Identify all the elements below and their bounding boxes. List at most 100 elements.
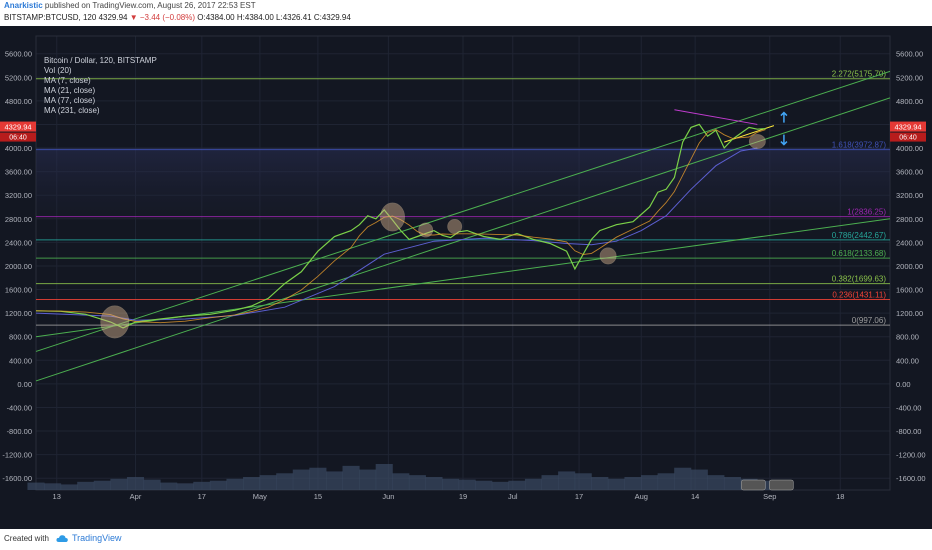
chart-area[interactable]: 2.272(5175.70) 1.618(3972.87) 1(2836.25) 0.… (0, 26, 932, 529)
volume-bar (209, 480, 227, 490)
y-tick-label-left: -1600.00 (2, 474, 32, 483)
y-tick-label-right: 5200.00 (896, 73, 923, 82)
event-flag-icon (741, 479, 766, 491)
fib-level-label: 0.786(2442.67) (832, 231, 887, 240)
volume-bar (591, 477, 609, 490)
volume-bar (408, 475, 426, 490)
price-tag-time: 06:40 (899, 135, 917, 142)
volume-bar (160, 482, 178, 490)
ohlc-high: H:4384.00 (236, 13, 274, 22)
x-tick-label: May (253, 492, 267, 501)
y-tick-label-left: 2000.00 (5, 262, 32, 271)
volume-bar (524, 478, 543, 490)
y-tick-label-left: 0.00 (17, 380, 32, 389)
volume-bar (541, 475, 559, 490)
legend-item[interactable]: MA (231, close) (44, 106, 100, 115)
highlight-circle (748, 134, 766, 149)
fib-zone-band (36, 148, 890, 217)
volume-bar (93, 480, 111, 490)
y-tick-label-right: 0.00 (896, 380, 911, 389)
price-tag-time: 06:40 (9, 135, 27, 142)
ma-short-line (35, 129, 766, 324)
ohlc-close: C:4329.94 (313, 13, 351, 22)
fib-level-label: 0(997.06) (852, 316, 887, 325)
volume-bar (723, 477, 742, 490)
price-tag-time-box (0, 132, 36, 142)
volume-bar (442, 478, 460, 490)
down-arrow-icon: ▼ (129, 13, 138, 22)
y-tick-label-right: 3200.00 (896, 191, 923, 200)
legend-item[interactable]: MA (77, close) (44, 96, 96, 105)
volume-bar (243, 477, 261, 490)
chart-header: Anarkistic published on TradingView.com,… (0, 0, 932, 26)
y-tick-label-right: -1200.00 (896, 451, 926, 460)
price-tag-value: 4329.94 (4, 123, 31, 132)
y-tick-label-left: 3200.00 (5, 191, 32, 200)
y-tick-label-right: 3600.00 (896, 168, 923, 177)
y-tick-label-left: -1200.00 (2, 451, 32, 460)
volume-bar (77, 481, 95, 490)
price-tag-box (0, 121, 36, 132)
y-tick-label-left: -800.00 (7, 427, 32, 436)
y-tick-label-right: 1200.00 (896, 309, 923, 318)
x-tick-label: Jun (382, 492, 394, 501)
volume-bar (641, 475, 659, 490)
legend-item[interactable]: MA (7, close) (44, 76, 91, 85)
ohlc-low: L:4326.41 (276, 13, 312, 22)
y-tick-label-right: 4800.00 (896, 97, 923, 106)
volume-bar (292, 469, 310, 490)
y-tick-label-right: 1600.00 (896, 286, 923, 295)
volume-bar (757, 480, 775, 490)
cloud-logo-icon (56, 535, 68, 542)
x-tick-label: Apr (130, 492, 142, 501)
volume-bar (491, 481, 509, 490)
fib-level-label: 0.236(1431.11) (832, 290, 886, 299)
volume-bar (674, 467, 692, 490)
chart-svg[interactable]: 2.272(5175.70) 1.618(3972.87) 1(2836.25) 0.… (0, 26, 932, 529)
volume-bar (657, 473, 675, 490)
fib-level-label: 1.618(3972.87) (832, 141, 887, 150)
up-arrow-icon (780, 111, 788, 123)
down-arrow-icon (780, 134, 788, 146)
x-tick-label: 15 (314, 492, 322, 501)
fib-level-label: 0.382(1699.63) (832, 275, 887, 284)
x-tick-label: 17 (575, 492, 583, 501)
x-tick-label: 18 (836, 492, 844, 501)
y-tick-label-left: 3600.00 (5, 168, 32, 177)
y-tick-label-left: 2400.00 (5, 238, 32, 247)
y-tick-label-left: 400.00 (9, 356, 32, 365)
volume-bar (458, 479, 476, 490)
y-tick-label-right: 2000.00 (896, 262, 923, 271)
volume-bar (574, 473, 592, 490)
volume-bar (690, 469, 708, 490)
publish-info: published on TradingView.com, August 26,… (44, 1, 256, 10)
fib-level-label: 0.618(2133.68) (832, 249, 887, 258)
y-tick-label-left: 4000.00 (5, 144, 32, 153)
y-tick-label-left: 800.00 (9, 333, 32, 342)
fib-level-label: 1(2836.25) (847, 208, 886, 217)
volume-bar (226, 478, 244, 490)
ma-line (35, 147, 758, 321)
legend-item[interactable]: MA (21, close) (44, 86, 96, 95)
volume-bar (325, 471, 344, 490)
volume-bar (276, 473, 294, 490)
price-tag-value: 4329.94 (894, 123, 921, 132)
tradingview-brand[interactable]: TradingView (72, 533, 122, 543)
chart-legend: Bitcoin / Dollar, 120, BITSTAMP Vol (20)… (44, 56, 157, 116)
volume-bar (44, 483, 62, 490)
y-tick-label-left: 5600.00 (5, 50, 32, 59)
volume-bar (176, 483, 194, 490)
volume-bar (193, 481, 211, 490)
volume-bar (707, 475, 725, 490)
x-tick-label: Sep (763, 492, 776, 501)
symbol-line: BITSTAMP:BTCUSD, 120 4329.94 ▼ −3.44 (−0… (4, 13, 351, 22)
author-link[interactable]: Anarkistic (4, 1, 43, 10)
y-tick-label-left: 4800.00 (5, 97, 32, 106)
y-tick-label-right: 4000.00 (896, 144, 923, 153)
price-tag-box (890, 121, 926, 132)
volume-bar (27, 482, 45, 490)
highlight-circle (380, 202, 405, 232)
event-flag-icon (769, 479, 794, 491)
highlight-circle (418, 222, 434, 238)
legend-item[interactable]: Vol (20) (44, 66, 72, 75)
